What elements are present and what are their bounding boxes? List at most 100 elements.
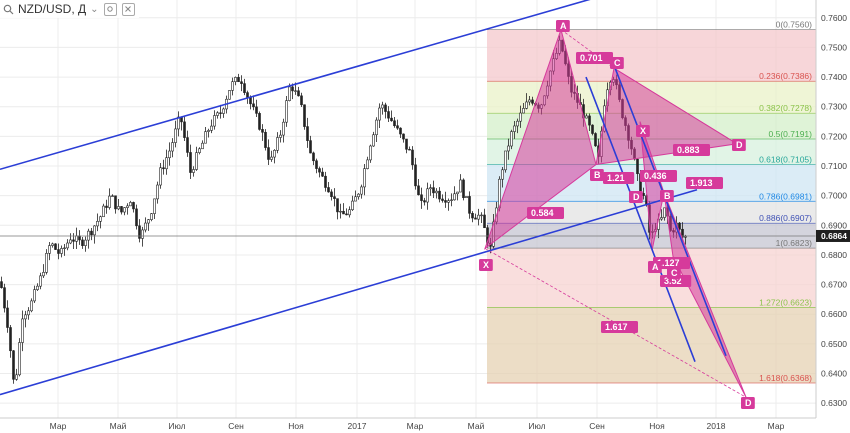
candle-body (66, 242, 69, 249)
candle-body (390, 117, 393, 122)
candle-body (3, 287, 6, 309)
x-tick-label: Сен (228, 421, 244, 431)
candle-body (636, 158, 639, 175)
candle-body (252, 103, 255, 108)
trend-line-down-1 (585, 76, 696, 362)
candle-body (513, 125, 516, 132)
candle-body (126, 205, 129, 208)
point-label-bg (610, 57, 624, 69)
ratio-line-cd (613, 67, 738, 145)
fib-level-label: 0(0.7560) (776, 20, 813, 30)
current-price-tag (816, 229, 850, 242)
candle-body (21, 318, 24, 343)
candle-body (30, 300, 33, 312)
candle-body (525, 101, 528, 109)
point-label: X (640, 126, 646, 136)
y-tick-label: 0.7600 (821, 13, 847, 23)
candle-body (324, 175, 327, 188)
candle-body (282, 121, 285, 136)
point-label: A (652, 262, 659, 272)
candle-body (402, 133, 405, 140)
point-label: C (671, 268, 678, 278)
candle-body (258, 113, 261, 130)
point-label-bg (629, 191, 643, 203)
candle-body (384, 104, 387, 112)
candle-body (357, 193, 360, 198)
candle-body (240, 81, 243, 84)
candle-body (264, 131, 267, 148)
candle-body (195, 152, 198, 170)
harmonic-triangle-xab (483, 27, 597, 250)
price-axis-bg (816, 0, 850, 433)
point-label: D (745, 398, 752, 408)
candle-body (411, 149, 414, 166)
x-tick-label: Июл (168, 421, 185, 431)
candle-body (351, 200, 354, 211)
point-label-bg (636, 125, 650, 137)
point-label: D (633, 192, 640, 202)
candle-body (186, 137, 189, 153)
y-tick-label: 0.6500 (821, 339, 847, 349)
x-tick-label: Мар (50, 421, 67, 431)
candle-body (33, 289, 36, 302)
candle-body (138, 225, 141, 239)
candle-body (510, 131, 513, 147)
point-label-bg (479, 259, 493, 271)
candle-body (441, 198, 444, 201)
candle-body (123, 207, 126, 213)
candle-body (6, 307, 9, 328)
symbol-name[interactable]: NZD/USD (18, 2, 72, 16)
close-icon[interactable] (121, 2, 135, 16)
candle-body (48, 245, 51, 254)
candle-body (276, 137, 279, 151)
y-tick-label: 0.7300 (821, 102, 847, 112)
settings-icon[interactable] (103, 2, 117, 16)
candle-body (348, 209, 351, 216)
candle-body (69, 239, 72, 244)
candle-body (42, 272, 45, 277)
candle-body (408, 148, 411, 151)
fib-level-label: 0.382(0.7278) (759, 103, 812, 113)
candle-body (111, 195, 114, 197)
candle-body (234, 77, 237, 82)
candle-body (333, 196, 336, 199)
candle-body (297, 90, 300, 97)
interval-label[interactable]: Д (78, 2, 87, 16)
candle-body (591, 124, 594, 134)
candle-body (360, 186, 363, 195)
ratio-label-bg (527, 207, 564, 219)
candle-body (153, 198, 156, 214)
point-label-bg (590, 169, 604, 181)
search-icon[interactable] (2, 3, 14, 15)
candle-body (684, 236, 687, 238)
point-label: B (664, 191, 671, 201)
candle-body (414, 164, 417, 187)
candle-body (141, 229, 144, 239)
ratio-label-bg (640, 170, 677, 182)
point-label: X (483, 260, 489, 270)
current-price-label: 0.6864 (821, 231, 847, 241)
x-tick-label: 2017 (348, 421, 367, 431)
candle-body (78, 235, 81, 241)
candle-body (39, 275, 42, 287)
candle-body (18, 342, 21, 376)
fib-level-label: 0.886(0.6907) (759, 213, 812, 223)
chevron-down-icon[interactable]: ⌄ (90, 3, 99, 15)
candle-body (399, 127, 402, 135)
candle-body (393, 120, 396, 127)
ratio-line-ac (560, 29, 615, 69)
candle-body (201, 142, 204, 150)
candle-body (243, 83, 246, 93)
ratio-label-bg (603, 172, 635, 184)
fib-level-label: 0.5(0.7191) (769, 129, 813, 139)
ratio-label-bg (686, 177, 723, 189)
candle-body (267, 147, 270, 160)
candle-body (222, 108, 225, 114)
ratio-label-bg (653, 257, 690, 269)
candle-body (90, 230, 93, 236)
candle-body (288, 86, 291, 101)
candle-body (369, 145, 372, 161)
candle-body (81, 239, 84, 246)
candle-body (129, 202, 132, 207)
